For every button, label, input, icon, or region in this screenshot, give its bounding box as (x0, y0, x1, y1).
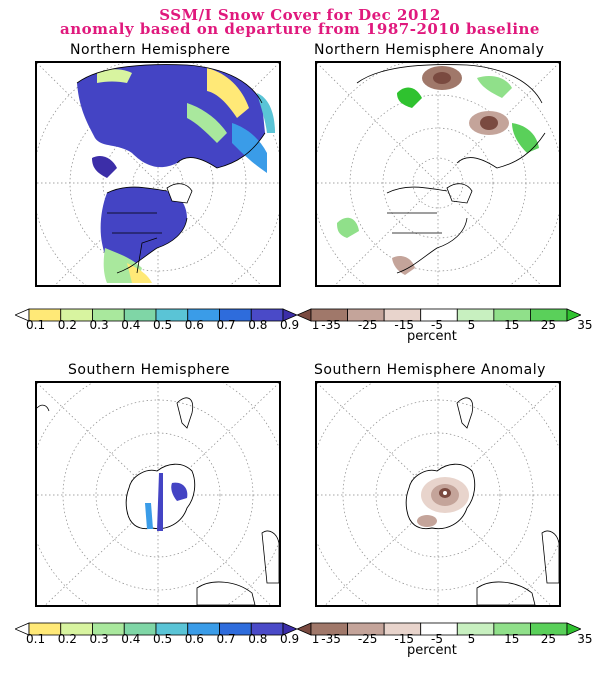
cover-colorbar-tick-label: 1 (311, 632, 320, 646)
cover-colorbar-tick-label: 1 (311, 318, 320, 332)
anomaly-colorbar-tick-label: 35 (577, 318, 593, 332)
cover-colorbar-tick-label: 0.4 (121, 318, 141, 332)
anomaly-colorbar-tick-label: 15 (504, 632, 520, 646)
anomaly-unit-label-top: percent (407, 329, 457, 344)
cover-colorbar-tick-label: 0.7 (216, 632, 236, 646)
cover-colorbar-tick-label: 0.5 (153, 632, 173, 646)
cover-colorbar-tick-label: 0.2 (57, 632, 77, 646)
nh-panel-title: Northern Hemisphere (70, 42, 231, 58)
anomaly-colorbar-tick-label: 25 (540, 632, 556, 646)
cover-colorbar-tick-label: 0.6 (184, 318, 204, 332)
cover-colorbar-tick-label: 0.5 (153, 318, 173, 332)
anomaly-colorbar-tick-label: -35 (321, 632, 341, 646)
snow-cover-colorbar-top (13, 307, 299, 326)
anomaly-colorbar-swatch (566, 622, 583, 636)
anomaly-colorbar-tick-label: 5 (467, 318, 476, 332)
anomaly-colorbar-swatch (566, 308, 583, 322)
cover-colorbar-tick-label: 0.2 (57, 318, 77, 332)
anomaly-colorbar-tick-label: -5 (431, 318, 443, 332)
anomaly-colorbar-tick-label: -5 (431, 632, 443, 646)
cover-colorbar-tick-label: 0.7 (216, 318, 236, 332)
cover-colorbar-tick-label: 0.1 (26, 632, 46, 646)
cover-colorbar-tick-label: 0.9 (280, 318, 300, 332)
cover-colorbar-tick-label: 0.1 (26, 318, 46, 332)
cover-colorbar-tick-label: 0.4 (121, 632, 141, 646)
cover-colorbar-swatch (282, 308, 299, 322)
cover-colorbar-tick-label: 0.8 (248, 318, 268, 332)
cover-colorbar-tick-label: 0.6 (184, 632, 204, 646)
anomaly-colorbar-tick-label: -15 (394, 318, 415, 332)
nh-anomaly-map (315, 61, 561, 287)
nh-snow-cover-map (35, 61, 281, 287)
cover-colorbar-tick-label: 0.3 (89, 632, 109, 646)
figure-title-line2: anomaly based on departure from 1987-201… (60, 20, 540, 38)
anomaly-colorbar-top-labels: -35 -25 -15 -5 5 15 25 35 (300, 318, 600, 334)
anomaly-colorbar-tick-label: -15 (394, 632, 415, 646)
anomaly-colorbar-top (295, 307, 583, 326)
anomaly-colorbar-tick-label: 35 (577, 632, 593, 646)
anomaly-colorbar-tick-label: -25 (357, 632, 378, 646)
snow-cover-colorbar-bottom-labels: 0.1 0.2 0.3 0.4 0.5 0.6 0.7 0.8 0.9 1 (0, 632, 319, 648)
anomaly-colorbar-tick-label: 15 (504, 318, 520, 332)
sh-anomaly-panel-title: Southern Hemisphere Anomaly (314, 362, 546, 378)
sh-panel-title: Southern Hemisphere (68, 362, 231, 378)
anomaly-colorbar-tick-label: 5 (467, 632, 476, 646)
anomaly-colorbar-bottom-labels: -35 -25 -15 -5 5 15 25 35 (300, 632, 600, 648)
sh-snow-cover-map (35, 381, 281, 607)
anomaly-colorbar-tick-label: -25 (357, 318, 378, 332)
nh-anomaly-panel-title: Northern Hemisphere Anomaly (314, 42, 545, 58)
anomaly-unit-label-bottom: percent (407, 643, 457, 658)
cover-colorbar-swatch (282, 622, 299, 636)
snow-cover-colorbar-bottom (13, 621, 299, 640)
anomaly-colorbar-tick-label: -35 (321, 318, 341, 332)
cover-colorbar-tick-label: 0.8 (248, 632, 268, 646)
anomaly-colorbar-tick-label: 25 (540, 318, 556, 332)
cover-colorbar-tick-label: 0.9 (280, 632, 300, 646)
anomaly-colorbar-bottom (295, 621, 583, 640)
snow-cover-colorbar-top-labels: 0.1 0.2 0.3 0.4 0.5 0.6 0.7 0.8 0.9 1 (0, 318, 319, 334)
figure-title-line1: SSM/I Snow Cover for Dec 2012 (159, 6, 441, 24)
sh-anomaly-map (315, 381, 561, 607)
cover-colorbar-tick-label: 0.3 (89, 318, 109, 332)
